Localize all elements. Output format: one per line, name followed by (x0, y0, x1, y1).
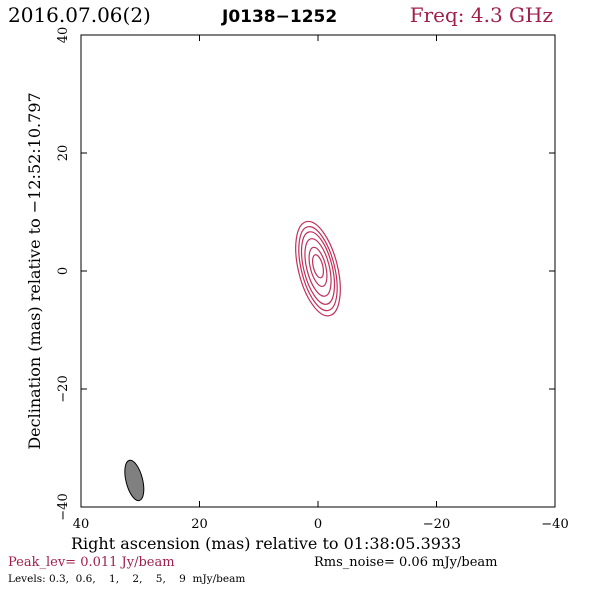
x-tick-label: −40 (541, 517, 568, 532)
contour-ellipse (298, 226, 338, 312)
contour-ellipse (308, 246, 328, 288)
x-tick-label: 0 (314, 517, 322, 532)
contour-ellipse (295, 220, 341, 317)
observation-date: 2016.07.06(2) (8, 3, 151, 27)
x-axis-label: Right ascension (mas) relative to 01:38:… (71, 534, 461, 553)
x-tick-label: −20 (423, 517, 450, 532)
contour-levels: Levels: 0.3, 0.6, 1, 2, 5, 9 mJy/beam (8, 573, 245, 585)
y-axis-label: Declination (mas) relative to −12:52:10.… (25, 92, 44, 449)
y-tick-label: 40 (56, 27, 71, 44)
frequency-label: Freq: 4.3 GHz (410, 3, 553, 27)
plot-frame (80, 34, 556, 508)
contour-ellipse (300, 231, 336, 305)
y-tick-label: −40 (56, 493, 71, 520)
beam-ellipse (124, 459, 145, 502)
beam-group (124, 459, 145, 502)
peak-level: Peak_lev= 0.011 Jy/beam (8, 555, 175, 570)
x-tick-label: 20 (191, 517, 208, 532)
axis-ticks (80, 34, 556, 508)
x-tick-label: 40 (73, 517, 90, 532)
source-name: J0138−1252 (221, 7, 337, 27)
rms-noise: Rms_noise= 0.06 mJy/beam (314, 555, 497, 570)
y-tick-label: 0 (56, 267, 71, 275)
contour-ellipse (304, 238, 332, 297)
y-tick-label: −20 (56, 375, 71, 402)
y-tick-label: 20 (56, 145, 71, 162)
contour-group (295, 220, 341, 317)
contour-ellipse (311, 254, 325, 279)
tick-labels: 40 20 0 −20 −40 −40 −20 0 20 40 (56, 27, 569, 532)
